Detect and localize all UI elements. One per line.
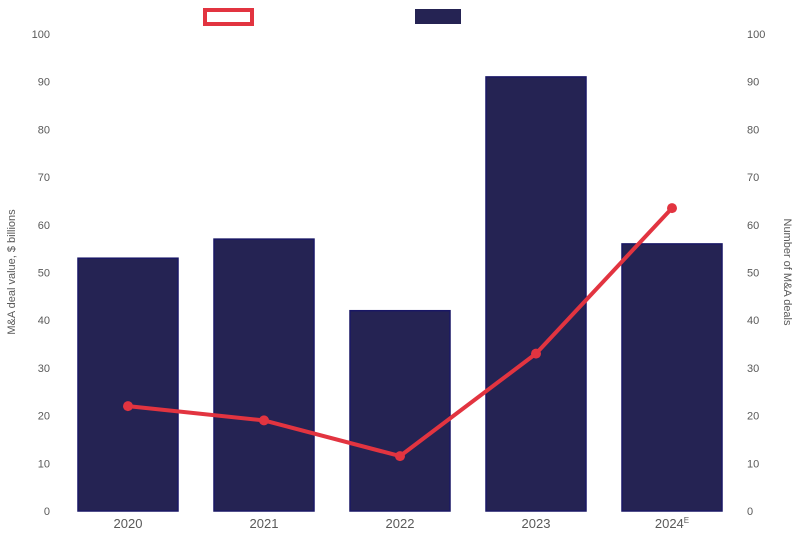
x-axis-label-2021: 2021 xyxy=(250,516,279,531)
right-axis-tick-label: 100 xyxy=(747,29,765,41)
left-axis-tick-label: 30 xyxy=(38,363,50,375)
line-marker-2024E xyxy=(667,203,677,214)
right-axis-tick-label: 50 xyxy=(747,268,759,280)
left-axis-tick-label: 60 xyxy=(38,220,50,232)
right-axis-tick-label: 60 xyxy=(747,220,759,232)
bar-2023 xyxy=(485,76,587,512)
right-axis-tick-label: 0 xyxy=(747,506,753,518)
bar-2022 xyxy=(349,309,451,512)
left-axis-tick-label: 50 xyxy=(38,268,50,280)
x-axis-label-2023: 2023 xyxy=(522,516,551,531)
right-axis-tick-label: 70 xyxy=(747,172,759,184)
right-axis-tick-label: 20 xyxy=(747,411,759,423)
legend-bar-series-swatch[interactable] xyxy=(415,9,461,24)
line-marker-2022 xyxy=(395,451,405,462)
right-axis-tick-label: 80 xyxy=(747,124,759,136)
right-axis-tick-label: 40 xyxy=(747,315,759,327)
x-axis-label-2022: 2022 xyxy=(386,516,415,531)
right-axis-tick-label: 10 xyxy=(747,458,759,470)
line-marker-2020 xyxy=(123,401,133,412)
right-axis-tick-label: 90 xyxy=(747,77,759,89)
line-marker-2023 xyxy=(531,348,541,359)
left-axis-tick-label: 10 xyxy=(38,458,50,470)
left-axis-tick-label: 0 xyxy=(44,506,50,518)
left-axis-tick-label: 100 xyxy=(32,29,50,41)
bar-2024E xyxy=(621,243,723,512)
left-axis-tick-label: 40 xyxy=(38,315,50,327)
left-axis-tick-label: 80 xyxy=(38,124,50,136)
bar-2021 xyxy=(213,238,315,512)
left-axis-tick-label: 20 xyxy=(38,411,50,423)
left-axis-tick-label: 70 xyxy=(38,172,50,184)
right-axis-tick-label: 30 xyxy=(747,363,759,375)
line-marker-2021 xyxy=(259,415,269,426)
x-axis-label-2024: 2024E xyxy=(655,516,689,531)
left-axis-tick-label: 90 xyxy=(38,77,50,89)
bar-2020 xyxy=(77,257,179,512)
x-axis-label-2020: 2020 xyxy=(114,516,143,531)
legend-line-series-swatch[interactable] xyxy=(203,8,254,26)
